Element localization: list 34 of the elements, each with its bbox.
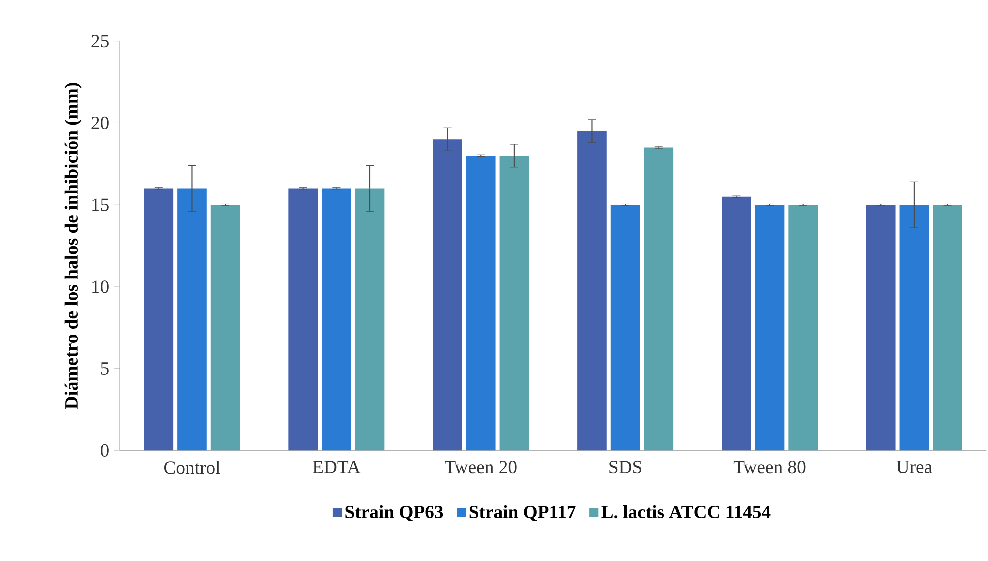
bar: [610, 204, 640, 451]
y-axis-title: Diámetro de los halos de inhibición (mm): [64, 82, 82, 410]
x-tick-label: Tween 80: [734, 460, 806, 474]
y-tick-label: 0: [100, 444, 109, 457]
bar: [144, 188, 174, 451]
legend-label: L. lactis ATCC 11454: [602, 505, 771, 518]
bar: [466, 156, 496, 451]
x-tick-label: Tween 20: [445, 460, 517, 474]
bar: [210, 204, 240, 451]
legend-label: Strain QP63: [346, 505, 444, 522]
bar: [866, 204, 896, 451]
bar: [433, 139, 462, 451]
y-tick-label: 20: [92, 116, 109, 130]
bar: [900, 204, 930, 451]
y-tick-label: 25: [92, 34, 109, 48]
bar: [578, 131, 607, 451]
bar: [788, 204, 818, 451]
bar: [755, 204, 785, 451]
bar: [500, 156, 530, 451]
bar: [722, 196, 752, 451]
y-tick-label: 5: [101, 362, 109, 375]
x-tick-label: Control: [164, 460, 220, 474]
x-tick-label: EDTA: [313, 460, 361, 474]
legend-label: Strain QP117: [470, 505, 576, 522]
bar: [644, 148, 674, 451]
y-tick-label: 10: [92, 280, 109, 294]
x-tick-label: Urea: [896, 460, 932, 474]
bar: [933, 204, 962, 451]
x-tick-label: SDS: [610, 460, 642, 474]
bar: [322, 188, 352, 451]
bar: [355, 188, 385, 451]
bar: [288, 188, 318, 451]
y-tick-label: 15: [92, 198, 109, 212]
bar: [178, 188, 207, 451]
